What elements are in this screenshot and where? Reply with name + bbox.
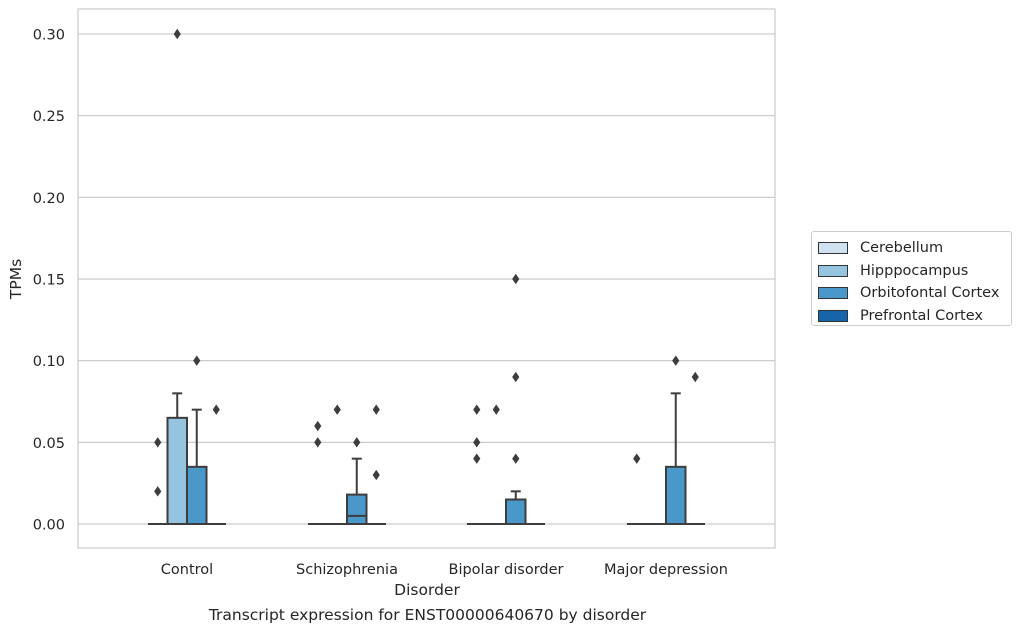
plot-frame [77, 8, 776, 549]
outlier-point [173, 28, 181, 40]
legend-swatch [818, 242, 848, 255]
y-tick-label: 0.30 [33, 28, 65, 44]
y-tick-label: 0.00 [33, 518, 65, 534]
box-body [346, 493, 368, 526]
legend: Cerebellum Hipppocampus Orbitofontal Cor… [811, 231, 1012, 326]
y-tick-label: 0.20 [33, 191, 65, 207]
figure-caption: Transcript expression for ENST0000064067… [208, 606, 647, 624]
legend-label: Hipppocampus [860, 262, 969, 279]
box-2-1 [346, 457, 368, 526]
x-tick-label: Major depression [604, 562, 728, 578]
outlier-point [473, 437, 481, 448]
legend-item-orbitofrontal-cortex: Orbitofontal Cortex [818, 282, 1011, 305]
box-body [505, 498, 527, 525]
outlier-point [353, 437, 361, 448]
legend-label: Prefrontal Cortex [860, 307, 983, 324]
legend-swatch [818, 287, 848, 300]
outlier-point [372, 404, 380, 415]
outlier-point [473, 404, 481, 415]
legend-label: Orbitofontal Cortex [860, 285, 1000, 302]
y-ticks: 0.00 0.05 0.10 0.15 0.20 0.25 0.30 [33, 28, 65, 534]
y-tick-label: 0.05 [33, 436, 65, 452]
box-body [166, 416, 188, 526]
box-1-0 [166, 392, 188, 526]
x-tick-label: Schizophrenia [296, 562, 398, 578]
box-2-0 [186, 408, 208, 526]
y-tick-label: 0.10 [33, 354, 65, 370]
outlier-point [512, 453, 520, 464]
legend-item-cerebellum: Cerebellum [818, 237, 1011, 260]
y-axis-label: TPMs [7, 259, 25, 300]
outlier-point [333, 404, 341, 415]
box-2-3 [665, 392, 687, 526]
legend-swatch [818, 309, 848, 322]
outlier-point [314, 420, 322, 432]
y-tick-label: 0.25 [33, 109, 65, 125]
x-tick-label: Control [161, 562, 213, 578]
legend-item-hippocampus: Hipppocampus [818, 260, 1011, 283]
outlier-point [154, 437, 162, 448]
boxes [148, 392, 705, 526]
box-2-2 [505, 490, 527, 525]
outliers [154, 28, 699, 497]
outlier-point [492, 404, 500, 415]
outlier-point [512, 273, 520, 285]
outlier-point [314, 437, 322, 448]
outlier-point [672, 355, 680, 366]
x-ticks: Control Schizophrenia Bipolar disorder Majo… [161, 562, 728, 578]
box-body [186, 465, 208, 526]
outlier-point [372, 469, 380, 481]
x-tick-label: Bipolar disorder [449, 562, 564, 578]
y-tick-label: 0.15 [33, 273, 65, 289]
outlier-point [691, 371, 699, 383]
x-axis-label: Disorder [394, 581, 460, 599]
outlier-point [212, 404, 220, 415]
outlier-point [193, 355, 201, 366]
outlier-point [512, 371, 520, 383]
outlier-point [154, 486, 162, 497]
legend-label: Cerebellum [860, 240, 944, 257]
legend-item-prefrontal-cortex: Prefrontal Cortex [818, 305, 1011, 328]
legend-swatch [818, 264, 848, 277]
outlier-point [633, 453, 641, 464]
outlier-point [473, 453, 481, 464]
box-body [665, 465, 687, 526]
